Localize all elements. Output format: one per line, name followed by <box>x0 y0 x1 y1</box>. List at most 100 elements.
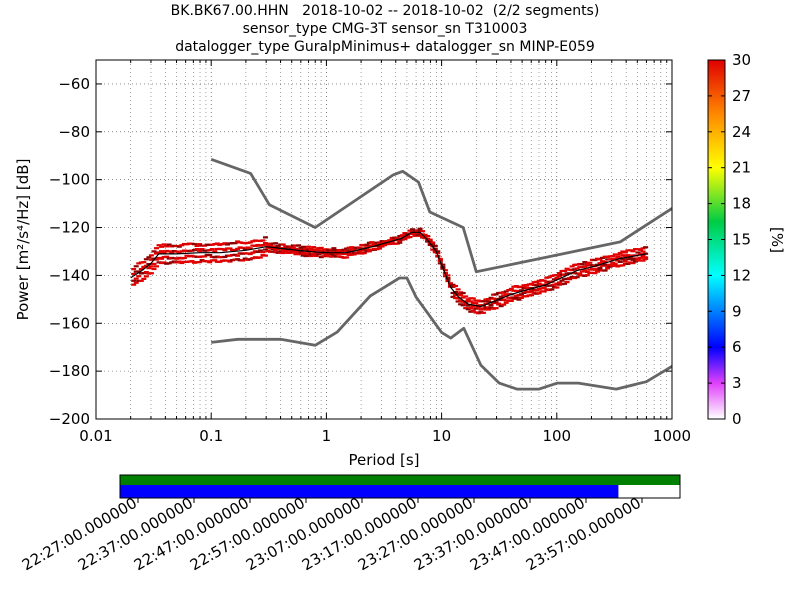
psd-bin <box>176 260 182 263</box>
psd-bin <box>420 235 426 238</box>
psd-bin <box>212 243 218 246</box>
psd-bin <box>638 256 644 259</box>
psd-bin <box>194 248 200 251</box>
psd-bin <box>493 301 499 304</box>
psd-bin <box>610 261 616 264</box>
psd-bin <box>463 302 469 305</box>
psd-bin <box>131 268 137 271</box>
psd-bin <box>230 259 236 262</box>
psd-bin <box>148 265 154 268</box>
psd-bin <box>498 305 504 308</box>
psd-bin <box>202 260 208 263</box>
psd-bin <box>587 263 593 267</box>
psd-bin <box>212 259 218 262</box>
psd-bin <box>219 243 225 246</box>
time-axis-labels: 22:27:00.00000022:37:00.00000022:47:00.0… <box>19 494 644 574</box>
psd-bin <box>176 245 182 248</box>
psd-bin <box>564 281 570 284</box>
psd-bin <box>478 308 484 311</box>
psd-bin <box>417 229 423 232</box>
psd-bin <box>217 243 223 246</box>
psd-bin <box>377 245 383 248</box>
psd-bin <box>480 307 486 310</box>
psd-bin <box>389 238 395 241</box>
psd-bin <box>450 283 456 286</box>
psd-bin <box>270 250 276 253</box>
psd-bin <box>435 250 441 253</box>
colorbar-tick-label: 21 <box>732 159 751 177</box>
psd-bin <box>638 259 644 262</box>
psd-bin <box>204 243 210 246</box>
psd-bin <box>295 251 301 255</box>
psd-bin <box>518 289 524 292</box>
psd-bin <box>316 247 322 250</box>
psd-bin <box>148 254 154 257</box>
psd-bin <box>184 243 190 246</box>
y-tick-label: −140 <box>49 266 90 284</box>
psd-bin <box>554 286 560 289</box>
psd-bin <box>455 297 461 300</box>
x-tick-label: 100 <box>542 427 571 445</box>
psd-bin <box>589 264 595 267</box>
colorbar-tick-label: 12 <box>732 266 751 284</box>
psd-bin <box>308 247 314 251</box>
psd-bin <box>455 288 461 291</box>
psd-bin <box>485 306 491 309</box>
psd-bin <box>594 257 600 260</box>
psd-bin <box>567 268 573 271</box>
chart-title-line1: BK.BK67.00.HHN 2018-10-02 -- 2018-10-02 … <box>170 3 600 19</box>
psd-bin <box>252 256 258 259</box>
psd-bin <box>257 239 263 243</box>
x-tick-label: 1 <box>322 427 332 445</box>
psd-bin <box>577 273 583 277</box>
psd-bin <box>255 256 261 259</box>
psd-bin <box>556 272 562 275</box>
psd-bin <box>351 253 357 256</box>
psd-bin <box>209 243 215 246</box>
psd-bin <box>450 295 456 298</box>
psd-bin <box>625 249 631 252</box>
psd-bin <box>498 295 504 298</box>
psd-bin <box>293 247 299 250</box>
psd-bin <box>321 255 327 258</box>
psd-bin <box>257 249 263 252</box>
psd-bin <box>199 259 205 262</box>
psd-bin <box>181 242 187 246</box>
psd-bin <box>506 289 512 292</box>
psd-bin <box>529 289 535 293</box>
psd-bin <box>394 242 400 245</box>
psd-bin <box>268 243 274 246</box>
psd-bin <box>577 266 583 269</box>
psd-bin <box>397 238 403 241</box>
psd-bin <box>577 262 583 266</box>
psd-bin <box>214 247 220 251</box>
psd-bin <box>318 246 324 250</box>
psd-bin <box>402 233 408 236</box>
x-tick-label: 1000 <box>653 427 691 445</box>
psd-bin <box>503 290 509 293</box>
psd-bin <box>602 263 608 266</box>
psd-bin <box>285 251 291 254</box>
psd-bin <box>612 257 618 260</box>
psd-bin <box>440 263 446 266</box>
psd-bin <box>475 312 481 315</box>
psd-bin <box>420 230 426 233</box>
psd-bin <box>356 246 362 249</box>
psd-bin <box>131 279 137 282</box>
psd-bin <box>361 248 367 251</box>
psd-bin <box>407 236 413 239</box>
psd-bin <box>232 249 238 252</box>
psd-bin <box>197 243 203 246</box>
colorbar-tick-label: 15 <box>732 231 751 249</box>
psd-bin <box>602 260 608 264</box>
psd-bin <box>589 267 595 270</box>
psd-bin <box>189 242 195 245</box>
psd-bin <box>227 254 233 257</box>
psd-bin <box>242 248 248 251</box>
psd-bin <box>146 256 152 259</box>
psd-bin <box>463 295 469 298</box>
psd-bin <box>351 251 357 254</box>
psd-bin <box>143 258 149 261</box>
psd-bin <box>635 257 641 261</box>
psd-bin <box>387 242 393 246</box>
